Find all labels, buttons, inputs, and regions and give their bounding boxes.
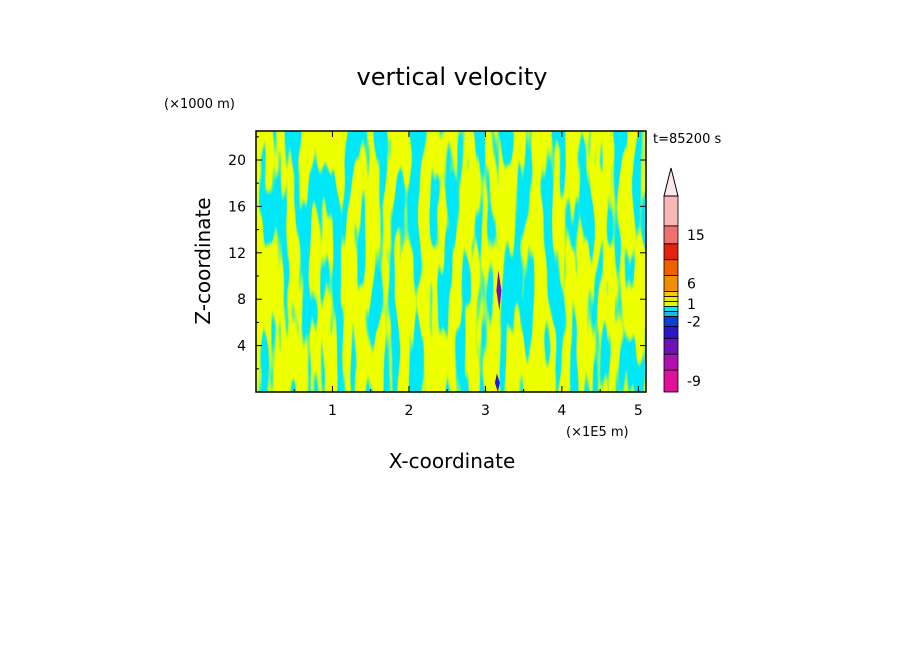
y-unit-label: (×1000 m) — [164, 97, 235, 112]
x-axis: 1 2 3 4 5 — [293, 131, 643, 419]
colorbar-label: 1 — [687, 297, 696, 313]
chart-title: vertical velocity — [357, 63, 548, 91]
feature-1 — [494, 373, 500, 392]
y-tick-label: 16 — [228, 199, 246, 215]
plot-area — [256, 131, 646, 392]
time-label: t=85200 s — [653, 132, 721, 147]
colorbar-level — [663, 311, 679, 317]
x-axis-label: X-coordinate — [389, 449, 516, 473]
y-axis-label: Z-coordinate — [191, 197, 215, 324]
y-tick-label: 8 — [237, 292, 246, 308]
colorbar-level — [663, 259, 679, 276]
colorbar-level — [663, 306, 679, 312]
colorbar-level — [663, 275, 679, 292]
colorbar-level — [663, 225, 679, 245]
y-axis: 4 8 12 16 20 — [228, 136, 646, 370]
colorbar-label: 15 — [687, 228, 705, 244]
colorbar-label: -9 — [687, 374, 701, 390]
colorbar-level — [663, 315, 679, 327]
colorbar-level — [663, 353, 679, 371]
colorbar-level — [663, 337, 679, 355]
colorbar-level — [663, 369, 679, 393]
x-tick-label: 3 — [481, 403, 490, 419]
colorbar-label: -2 — [687, 314, 701, 330]
y-tick-label: 4 — [237, 339, 246, 355]
colorbar: -9 -21 6 15 — [663, 167, 705, 393]
x-tick-label: 4 — [557, 403, 566, 419]
y-tick-label: 20 — [228, 153, 246, 169]
feature-0 — [496, 270, 502, 311]
colorbar-extension — [663, 167, 679, 197]
colorbar-label: 6 — [687, 277, 696, 293]
colorbar-level — [663, 291, 679, 297]
x-tick-label: 5 — [634, 403, 643, 419]
x-tick-label: 2 — [404, 403, 413, 419]
x-unit-label: (×1E5 m) — [566, 425, 629, 440]
positive-velocity-pattern — [256, 131, 646, 392]
colorbar-level — [663, 296, 679, 302]
colorbar-level — [663, 243, 679, 261]
plot-frame — [255, 130, 647, 393]
y-tick-label: 12 — [228, 246, 246, 262]
x-tick-label: 1 — [328, 403, 337, 419]
colorbar-level — [663, 195, 679, 227]
colorbar-level — [663, 301, 679, 307]
colorbar-level — [663, 325, 679, 339]
